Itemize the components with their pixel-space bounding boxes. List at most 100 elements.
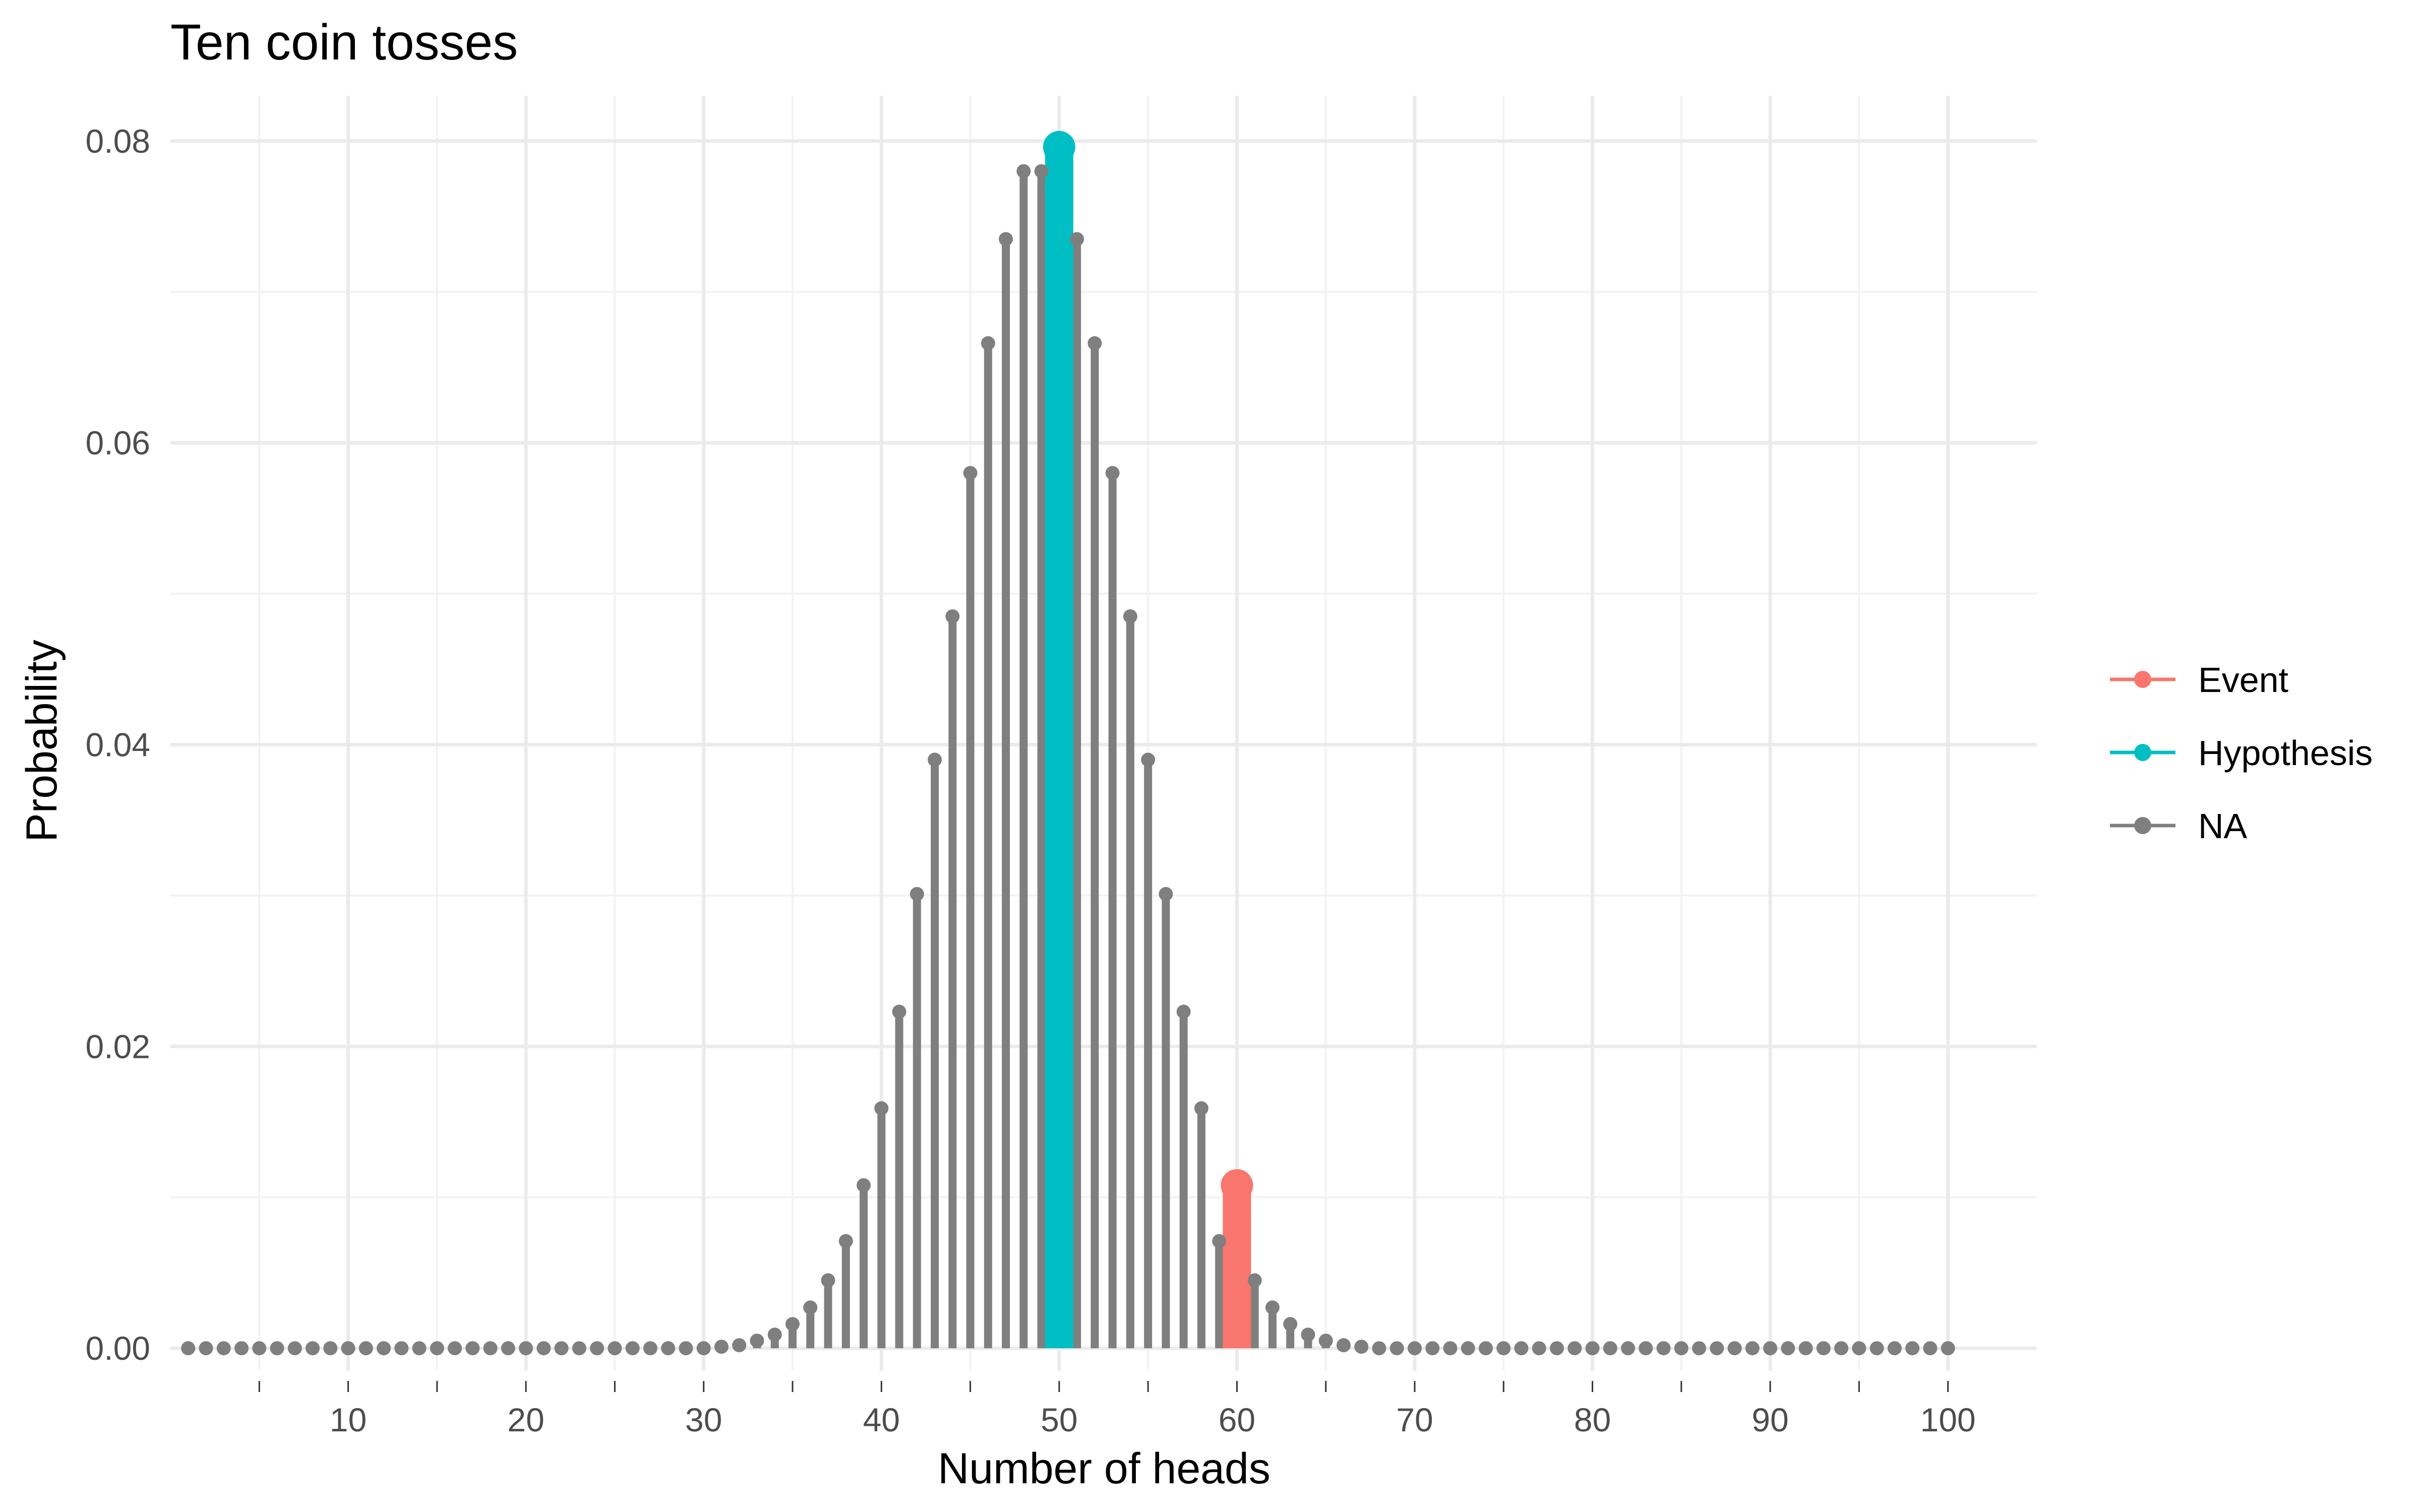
x-tick-label: 100 [1920, 1401, 1976, 1438]
point-na [306, 1341, 320, 1356]
point-na [981, 336, 995, 351]
y-tick-label: 0.08 [86, 122, 150, 160]
point-na [1283, 1317, 1298, 1332]
point-na [270, 1341, 284, 1356]
legend-key-point-hypothesis [2134, 744, 2151, 761]
x-tick-label: 20 [507, 1401, 544, 1438]
point-na [1372, 1341, 1386, 1356]
x-tick-label: 10 [330, 1401, 367, 1438]
x-tick-label: 90 [1751, 1401, 1788, 1438]
point-na [821, 1273, 835, 1288]
point-na [536, 1341, 551, 1356]
point-na [1798, 1341, 1813, 1356]
point-na [1923, 1341, 1938, 1356]
point-na [892, 1004, 906, 1019]
y-tick-label: 0.00 [86, 1330, 150, 1367]
point-na [945, 609, 960, 623]
point-na [1354, 1340, 1369, 1354]
x-tick-label: 70 [1396, 1401, 1433, 1438]
y-tick-label: 0.06 [86, 424, 150, 462]
point-na [1887, 1341, 1902, 1356]
point-na [643, 1341, 657, 1356]
point-na [1710, 1341, 1724, 1356]
point-na [1265, 1300, 1280, 1315]
point-na [1105, 466, 1120, 480]
point-na [1869, 1341, 1884, 1356]
y-tick-label: 0.04 [86, 726, 150, 763]
point-na [1389, 1341, 1404, 1356]
x-tick-label: 50 [1041, 1401, 1077, 1438]
point-na [1692, 1341, 1707, 1356]
point-na [1585, 1341, 1600, 1356]
point-na [732, 1338, 747, 1353]
legend-label-hypothesis: Hypothesis [2198, 733, 2373, 773]
point-na [1318, 1334, 1333, 1348]
point-na [394, 1341, 409, 1356]
point-na [803, 1300, 818, 1315]
point-na [661, 1341, 676, 1356]
point-na [1532, 1341, 1546, 1356]
point-na [1656, 1341, 1671, 1356]
point-na [1087, 336, 1102, 351]
point-na [785, 1317, 800, 1332]
point-na [1567, 1341, 1582, 1356]
grid-layer [170, 96, 2037, 1371]
point-na [1603, 1341, 1617, 1356]
axis-layer: 10 20 30 40 50 60 70 80 90 100 0.00 0.02 0.04 0.06 0.0… [86, 122, 1976, 1438]
chart-title: Ten coin tosses [170, 14, 518, 71]
point-na [234, 1341, 249, 1356]
point-na [448, 1341, 462, 1356]
point-na [1834, 1341, 1849, 1356]
point-na [519, 1341, 533, 1356]
point-na [767, 1328, 782, 1342]
y-axis-title: Probability [18, 640, 66, 842]
point-na [377, 1341, 391, 1356]
point-na [483, 1341, 498, 1356]
point-event [1221, 1169, 1253, 1202]
x-tick-label: 60 [1219, 1401, 1255, 1438]
point-na [1425, 1341, 1440, 1356]
point-na [1159, 887, 1173, 901]
point-na [874, 1101, 889, 1116]
x-tick-label: 80 [1574, 1401, 1611, 1438]
point-na [1852, 1341, 1866, 1356]
point-na [1301, 1328, 1315, 1342]
point-na [1763, 1341, 1778, 1356]
point-na [1941, 1341, 1955, 1356]
point-na [590, 1341, 604, 1356]
point-na [750, 1334, 764, 1348]
x-tick-label: 40 [863, 1401, 900, 1438]
point-na [999, 232, 1013, 246]
legend: Event Hypothesis NA [2110, 660, 2373, 846]
point-na [1247, 1273, 1262, 1288]
point-na [1461, 1341, 1475, 1356]
point-na [1816, 1341, 1831, 1356]
point-na [910, 887, 924, 901]
point-na [1621, 1341, 1636, 1356]
legend-key-point-na [2134, 817, 2151, 834]
point-na [679, 1341, 693, 1356]
point-na [465, 1341, 480, 1356]
point-na [572, 1341, 586, 1356]
point-na [1514, 1341, 1529, 1356]
point-layer [181, 131, 1955, 1356]
point-na [1016, 164, 1031, 178]
point-na [287, 1341, 302, 1356]
point-na [358, 1341, 373, 1356]
point-na [1496, 1341, 1511, 1356]
point-na [1550, 1341, 1564, 1356]
point-na [1443, 1341, 1458, 1356]
point-na [928, 752, 942, 767]
point-na [1727, 1341, 1742, 1356]
legend-label-na: NA [2198, 806, 2248, 846]
point-na [963, 466, 978, 480]
x-tick-label: 30 [685, 1401, 722, 1438]
point-na [857, 1178, 871, 1192]
point-na [1176, 1004, 1191, 1019]
point-na [1905, 1341, 1920, 1356]
point-na [696, 1341, 711, 1356]
point-na [1194, 1101, 1208, 1116]
